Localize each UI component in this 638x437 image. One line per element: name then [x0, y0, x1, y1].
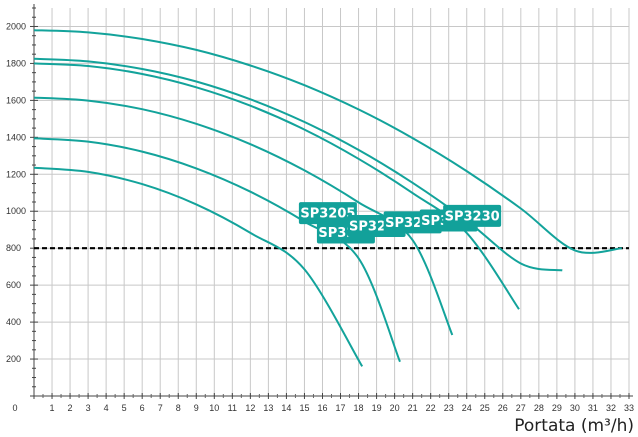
x-tick-label: 10 [209, 403, 219, 413]
x-tick-label: 22 [426, 403, 436, 413]
x-tick-labels: 0 1 2 3 4 5 6 7 8 9 10 11 12 13 14 15 16 17 18 19 20 21 22 23 24… [12, 403, 634, 413]
y-tick-label: 1000 [6, 206, 26, 216]
y-tick-label: 800 [6, 243, 21, 253]
x-tick-label: 21 [408, 403, 418, 413]
x-tick-label: 23 [444, 403, 454, 413]
y-tick-label: 2000 [6, 21, 26, 31]
series-line-sp3220 [33, 57, 563, 272]
x-tick-label: 1 [50, 403, 55, 413]
x-tick-label: 33 [624, 403, 634, 413]
series-label-box [443, 204, 502, 227]
series-line-sp3211 [33, 96, 454, 336]
x-tick-label: 19 [372, 403, 382, 413]
y-tick-label: 1200 [6, 169, 26, 179]
series-line-sp3230 [33, 29, 622, 254]
x-tick-label: 29 [552, 403, 562, 413]
y-tick-labels: 200 400 600 800 1000 1200 1400 1600 1800 2000 [6, 21, 26, 364]
x-tick-label: 13 [263, 403, 273, 413]
x-tick-label: 7 [158, 403, 163, 413]
series-label-text: SP3205 [300, 207, 355, 222]
x-tick-label: 5 [122, 403, 127, 413]
x-tick-label: 30 [570, 403, 580, 413]
x-tick-label: 11 [228, 403, 237, 413]
y-tick-label: 400 [6, 317, 21, 327]
x-tick-label: 32 [606, 403, 616, 413]
x-tick-label: 3 [86, 403, 91, 413]
series-label-box [298, 202, 357, 225]
x-tick-label: 9 [194, 403, 199, 413]
y-tick-label: 600 [6, 280, 21, 290]
y-tick-label: 1400 [6, 132, 26, 142]
x-tick-label: 0 [12, 403, 17, 413]
x-tick-label: 15 [299, 403, 309, 413]
series-lines [33, 29, 622, 367]
x-tick-label: 27 [516, 403, 526, 413]
x-tick-label: 16 [317, 403, 327, 413]
x-tick-label: 18 [354, 403, 364, 413]
y-tick-label: 1600 [6, 95, 26, 105]
y-tick-label: 200 [6, 354, 21, 364]
x-tick-label: 26 [498, 403, 508, 413]
series-label-sp3205: SP3205 [298, 202, 357, 225]
x-tick-label: 17 [336, 403, 346, 413]
x-tick-label: 14 [281, 403, 291, 413]
series-line-sp3205 [33, 166, 364, 367]
series-labels: SP3205SP3208SP3211SP3216SP3220SP3230 [298, 202, 502, 244]
x-tick-label: 12 [245, 403, 255, 413]
y-tick-label: 1800 [6, 58, 26, 68]
series-line-sp3208 [33, 137, 401, 363]
x-axis-label: Portata (m³/h) [514, 416, 634, 436]
x-tick-label: 8 [176, 403, 181, 413]
x-tick-label: 6 [140, 403, 145, 413]
x-tick-label: 25 [480, 403, 490, 413]
series-label-text: SP3230 [445, 209, 500, 224]
x-tick-label: 20 [390, 403, 400, 413]
x-tick-label: 2 [68, 403, 73, 413]
x-tick-label: 4 [104, 403, 109, 413]
x-tick-label: 31 [588, 403, 598, 413]
x-tick-label: 24 [462, 403, 472, 413]
x-tick-label: 28 [534, 403, 544, 413]
series-label-sp3230: SP3230 [443, 204, 502, 227]
